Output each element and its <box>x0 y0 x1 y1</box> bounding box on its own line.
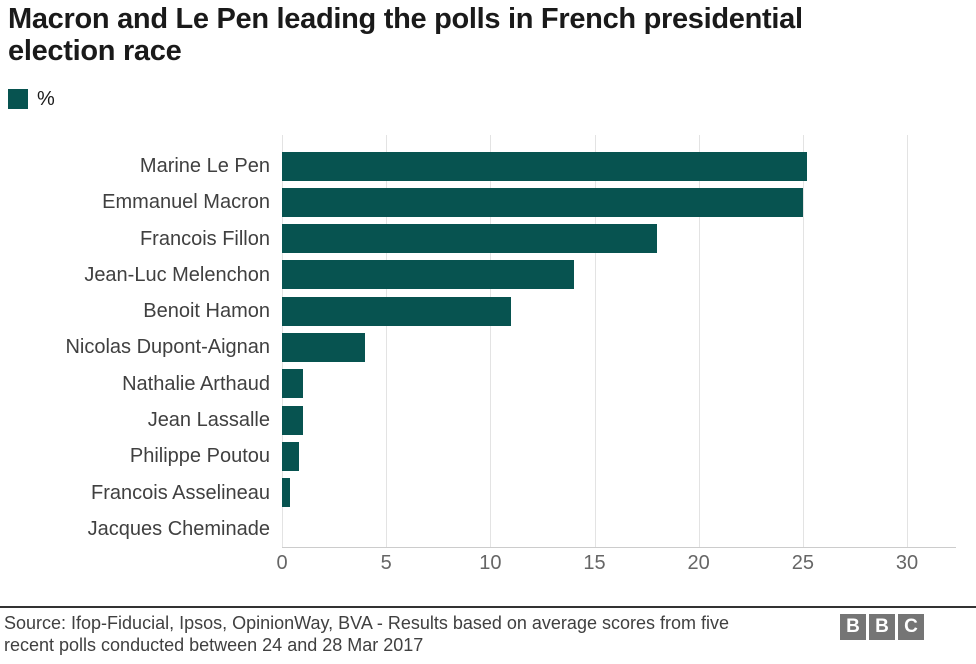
bar <box>282 405 303 435</box>
bar <box>282 441 299 471</box>
gridline-15 <box>594 134 596 548</box>
candidate-label: Philippe Poutou <box>129 445 270 468</box>
bar-track <box>282 184 976 220</box>
legend: % <box>8 87 976 110</box>
candidate-label: Francois Asselineau <box>91 481 270 504</box>
bar-row: Jacques Cheminade <box>0 511 976 547</box>
bar <box>282 224 657 254</box>
bar-row: Benoit Hamon <box>0 293 976 329</box>
source-text-line2: recent polls conducted between 24 and 28… <box>4 635 424 656</box>
bar-track <box>282 511 976 547</box>
bbc-logo-block: B <box>840 614 866 641</box>
candidate-label: Francois Fillon <box>139 227 270 250</box>
gridline-10 <box>490 134 492 548</box>
bar <box>282 369 303 399</box>
chart-title-line1: Macron and Le Pen leading the polls in F… <box>8 3 803 35</box>
bar-row: Nicolas Dupont-Aignan <box>0 329 976 365</box>
gridline-25 <box>802 134 804 548</box>
bar-row: Emmanuel Macron <box>0 184 976 220</box>
bar <box>282 187 803 217</box>
x-tick-label: 15 <box>583 552 606 575</box>
candidate-label: Marine Le Pen <box>139 154 270 177</box>
x-tick-label: 30 <box>895 552 919 575</box>
candidate-label: Benoit Hamon <box>143 300 270 323</box>
x-tick-label: 20 <box>687 552 710 575</box>
chart-title: Macron and Le Pen leading the polls in F… <box>0 0 916 68</box>
source-text: Source: Ifop-Fiducial, Ipsos, OpinionWay… <box>4 613 729 657</box>
bar-track <box>282 257 976 293</box>
bbc-logo-block: C <box>898 614 924 641</box>
legend-label: % <box>37 87 55 110</box>
bar <box>282 151 807 181</box>
bar-row: Marine Le Pen <box>0 148 976 184</box>
candidate-label: Nathalie Arthaud <box>122 372 270 395</box>
candidate-label: Jean Lassalle <box>147 409 270 432</box>
bar-chart: Marine Le Pen Emmanuel Macron Francois Fil… <box>0 134 976 579</box>
plot-area: Marine Le Pen Emmanuel Macron Francois Fil… <box>0 134 976 549</box>
bar-row: Philippe Poutou <box>0 438 976 474</box>
bar-row: Jean-Luc Melenchon <box>0 257 976 293</box>
bar-track <box>282 329 976 365</box>
x-tick-label: 25 <box>791 552 814 575</box>
bar-row: Francois Fillon <box>0 221 976 257</box>
gridline-5 <box>386 134 388 548</box>
gridline-20 <box>698 134 700 548</box>
bar-track <box>282 438 976 474</box>
bar-track <box>282 148 976 184</box>
bar <box>282 478 291 508</box>
x-tick-label: 10 <box>479 552 502 575</box>
bar <box>282 296 512 326</box>
bar-track <box>282 475 976 511</box>
candidate-label: Emmanuel Macron <box>102 191 270 214</box>
bar-row: Nathalie Arthaud <box>0 366 976 402</box>
chart-title-line2: election race <box>8 35 182 68</box>
gridline-30 <box>907 134 908 548</box>
bbc-logo-block: B <box>869 614 895 641</box>
bar-track <box>282 221 976 257</box>
bar <box>282 333 366 363</box>
bar-track <box>282 293 976 329</box>
x-tick-label: 5 <box>380 552 392 575</box>
bar-track <box>282 366 976 402</box>
candidate-label: Jacques Cheminade <box>87 517 270 540</box>
bar <box>282 260 574 290</box>
footer: Source: Ifop-Fiducial, Ipsos, OpinionWay… <box>0 606 976 664</box>
x-tick-label: 0 <box>276 552 288 575</box>
candidate-label: Jean-Luc Melenchon <box>84 263 270 286</box>
source-text-line1: Source: Ifop-Fiducial, Ipsos, OpinionWay… <box>4 613 729 634</box>
bar-track <box>282 402 976 438</box>
bar-row: Jean Lassalle <box>0 402 976 438</box>
bar-row: Francois Asselineau <box>0 475 976 511</box>
x-axis-ticks: 0 5 10 15 20 25 30 <box>276 547 956 579</box>
candidate-label: Nicolas Dupont-Aignan <box>65 336 270 359</box>
legend-swatch-icon <box>8 89 28 110</box>
